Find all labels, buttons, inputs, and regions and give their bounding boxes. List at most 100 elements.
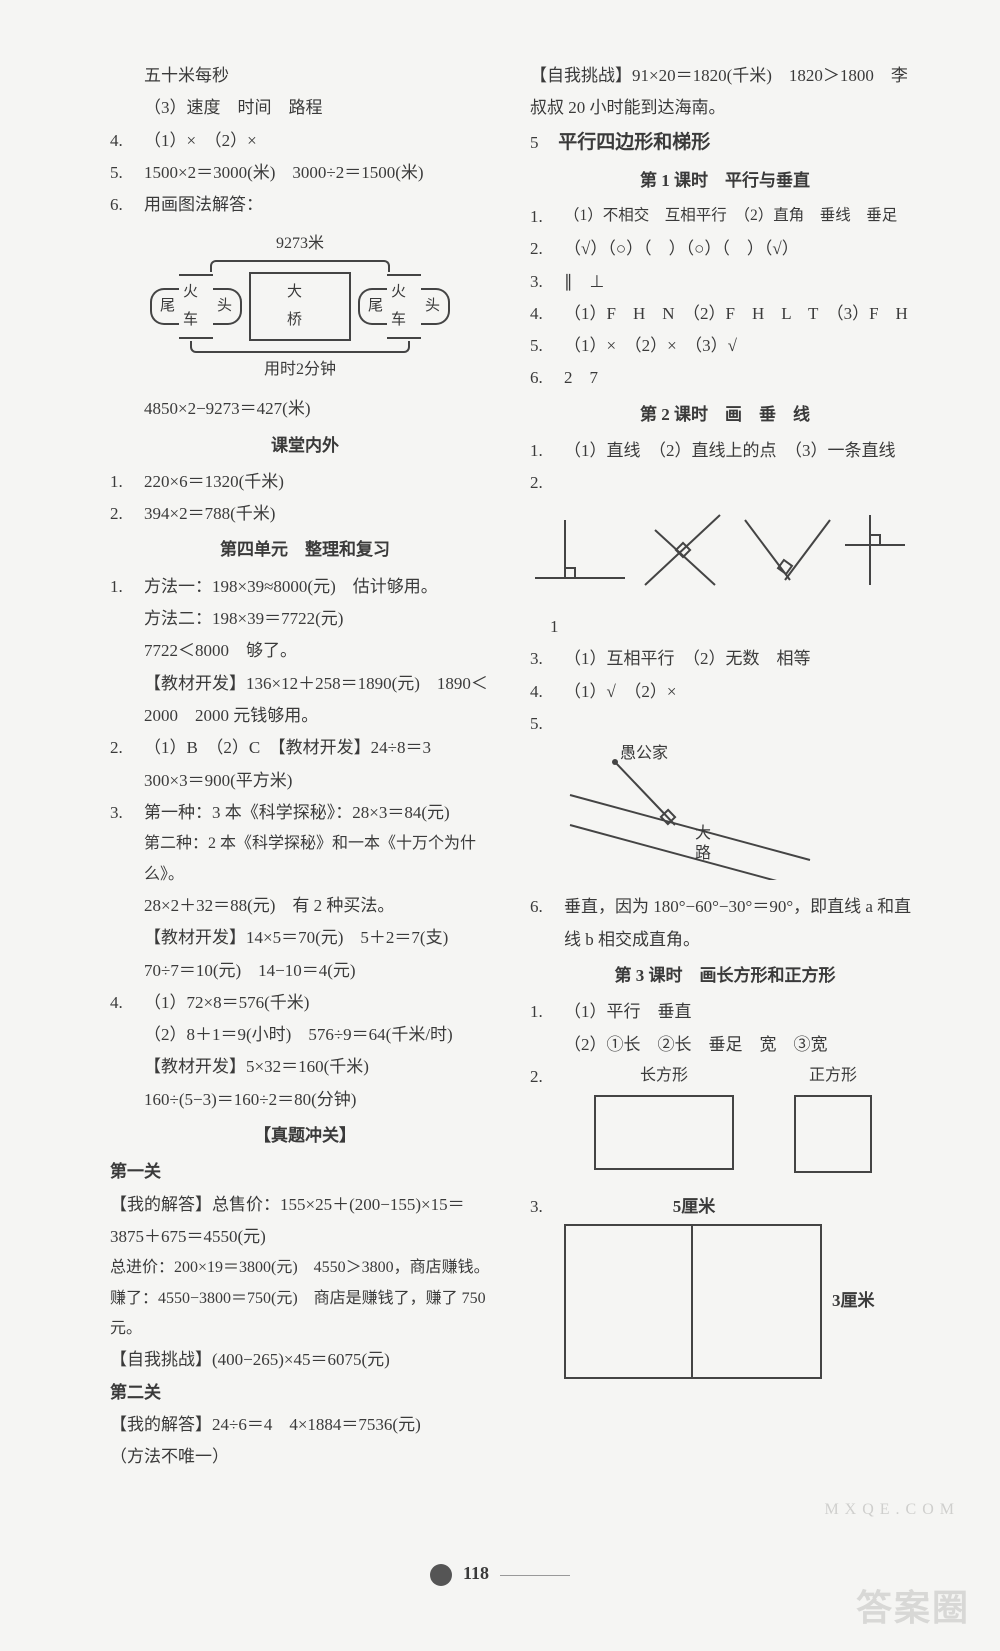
txt: 2 7 xyxy=(564,362,920,394)
u3: 3.第一种：3 本《科学探秘》：28×3＝84(元) xyxy=(110,797,500,829)
gate-2: 第二关 xyxy=(110,1377,500,1409)
text-line: 【自我挑战】91×20＝1820(千米) 1820＞1800 李 xyxy=(530,60,920,92)
num: 1. xyxy=(110,571,144,603)
section-title: 【真题冲关】 xyxy=(110,1120,500,1152)
bridge-row: 尾 火车 头 大桥 尾 火车 头 xyxy=(150,272,450,341)
txt: （1）√ （2）× xyxy=(564,676,920,708)
section-title: 第 3 课时 画长方形和正方形 xyxy=(530,960,920,992)
text-line: 线 b 相交成直角。 xyxy=(564,924,920,956)
five-cm-label: 5厘米 xyxy=(564,1191,824,1223)
text-line: 【我的解答】总售价：155×25＋(200−155)×15＝ xyxy=(110,1189,500,1221)
brace-down xyxy=(190,341,410,353)
text-line: 【自我挑战】(400−265)×45＝6075(元) xyxy=(110,1344,500,1376)
footer-line xyxy=(500,1575,570,1576)
brace-up xyxy=(210,260,390,272)
chapter-num: 5 xyxy=(530,127,554,159)
rect-label: 长方形 xyxy=(594,1061,734,1091)
s3q1: 1.（1）平行 垂直 xyxy=(530,996,920,1028)
txt: ∥ ⊥ xyxy=(564,266,920,298)
num: 5. xyxy=(530,708,564,740)
text-line: 【我的解答】24÷6＝4 4×1884＝7536(元) xyxy=(110,1409,500,1441)
text-line: 300×3＝900(平方米) xyxy=(144,765,500,797)
perpendicular-diagrams: 1 xyxy=(530,500,920,644)
txt: （1）直线 （2）直线上的点 （3）一条直线 xyxy=(564,435,920,467)
section-title: 第四单元 整理和复习 xyxy=(110,534,500,566)
num: 3. xyxy=(110,797,144,829)
s2q4: 4.（1）√ （2）× xyxy=(530,676,920,708)
num: 4. xyxy=(530,676,564,708)
txt: 方法一：198×39≈8000(元) 估计够用。 xyxy=(144,571,500,603)
text-line: 3875＋675＝4550(元) xyxy=(110,1221,500,1253)
num: 2. xyxy=(530,1061,564,1173)
train-label: 火车 xyxy=(387,274,421,339)
yugong-label: 愚公家 xyxy=(620,744,668,762)
text-line: 方法二：198×39＝7722(元) xyxy=(144,603,500,635)
text-line: 【教材开发】5×32＝160(千米) xyxy=(144,1051,500,1083)
text-line: 【教材开发】14×5＝70(元) 5＋2＝7(支) xyxy=(144,922,500,954)
c-2: 2.394×2＝788(千米) xyxy=(110,498,500,530)
bridge-diagram: 9273米 尾 火车 头 大桥 尾 火车 头 用时2分钟 xyxy=(150,229,450,385)
txt: 用画图法解答： xyxy=(144,189,500,221)
num: 6. xyxy=(530,891,564,923)
cap: 尾 xyxy=(358,288,387,325)
item-5: 5. 1500×2＝3000(米) 3000÷2＝1500(米) xyxy=(110,157,500,189)
u2: 2.（1）B （2）C 【教材开发】24÷8＝3 xyxy=(110,732,500,764)
txt: （1）不相交 互相平行 （2）直角 垂线 垂足 xyxy=(564,201,920,233)
txt: （1）× （2）× xyxy=(144,125,500,157)
num: 5. xyxy=(530,330,564,362)
txt: 垂直，因为 180°−60°−30°＝90°，即直线 a 和直 xyxy=(564,891,920,923)
watermark-url: M X Q E . C O M xyxy=(824,1501,955,1519)
num: 4. xyxy=(530,298,564,330)
text-line: （3）速度 时间 路程 xyxy=(144,92,500,124)
s1q4: 4.（1）F H N （2）F H L T （3）F H xyxy=(530,298,920,330)
text-line: 70÷7＝10(元) 14−10＝4(元) xyxy=(144,955,500,987)
text-line: 【教材开发】136×12＋258＝1890(元) 1890＜ xyxy=(144,668,500,700)
text-line: 2000 2000 元钱够用。 xyxy=(144,700,500,732)
num: 2. xyxy=(110,732,144,764)
yugong-diagram: 愚公家 大 路 xyxy=(560,740,920,891)
text-line: （2）8＋1＝9(小时) 576÷9＝64(千米/时) xyxy=(144,1019,500,1051)
num: 1. xyxy=(530,996,564,1028)
cap: 头 xyxy=(421,288,450,325)
rect-row: 长方形 正方形 xyxy=(564,1061,920,1173)
split-rectangle xyxy=(564,1224,822,1379)
num: 3. xyxy=(530,266,564,298)
c-1: 1.220×6＝1320(千米) xyxy=(110,466,500,498)
text-line: 赚了：4550−3800＝750(元) 商店是赚钱了，赚了 750 元。 xyxy=(110,1284,500,1345)
bridge-top-label: 9273米 xyxy=(150,229,450,259)
rect-label: 正方形 xyxy=(794,1061,872,1091)
txt xyxy=(564,708,920,740)
split-rect: 5厘米 3厘米 xyxy=(564,1191,920,1378)
s2q2: 2. xyxy=(530,467,920,499)
txt: （1）平行 垂直 xyxy=(564,996,920,1028)
bridge-label: 大桥 xyxy=(249,272,351,341)
txt: 1500×2＝3000(米) 3000÷2＝1500(米) xyxy=(144,157,500,189)
num: 5. xyxy=(110,157,144,189)
cap: 尾 xyxy=(150,288,179,325)
text-line: 160÷(5−3)＝160÷2＝80(分钟) xyxy=(144,1084,500,1116)
text-line: 五十米每秒 xyxy=(144,60,500,92)
num: 6. xyxy=(110,189,144,221)
text-line: 7722＜8000 够了。 xyxy=(144,635,500,667)
three-cm-label: 3厘米 xyxy=(832,1285,875,1317)
s2q5: 5. xyxy=(530,708,920,740)
svg-text:大: 大 xyxy=(695,824,711,842)
num: 1. xyxy=(110,466,144,498)
cap: 头 xyxy=(213,288,242,325)
s2q1: 1.（1）直线 （2）直线上的点 （3）一条直线 xyxy=(530,435,920,467)
svg-text:路: 路 xyxy=(695,844,711,862)
num: 1. xyxy=(530,201,564,233)
text-line: 总进价：200×19＝3800(元) 4550＞3800，商店赚钱。 xyxy=(110,1253,500,1283)
txt: （√）（○）（ ）（○）（ ）（√） xyxy=(564,233,920,265)
item-4: 4. （1）× （2）× xyxy=(110,125,500,157)
u4: 4.（1）72×8＝576(千米) xyxy=(110,987,500,1019)
txt: （1）B （2）C 【教材开发】24÷8＝3 xyxy=(144,732,500,764)
num: 2. xyxy=(110,498,144,530)
planet-icon xyxy=(430,1564,452,1586)
text-line: 叔叔 20 小时能到达海南。 xyxy=(530,92,920,124)
page-number: 118 xyxy=(463,1563,489,1583)
txt: 394×2＝788(千米) xyxy=(144,498,500,530)
s1q6: 6.2 7 xyxy=(530,362,920,394)
section-title: 第 1 课时 平行与垂直 xyxy=(530,165,920,197)
txt: （1）× （2）× （3）√ xyxy=(564,330,920,362)
